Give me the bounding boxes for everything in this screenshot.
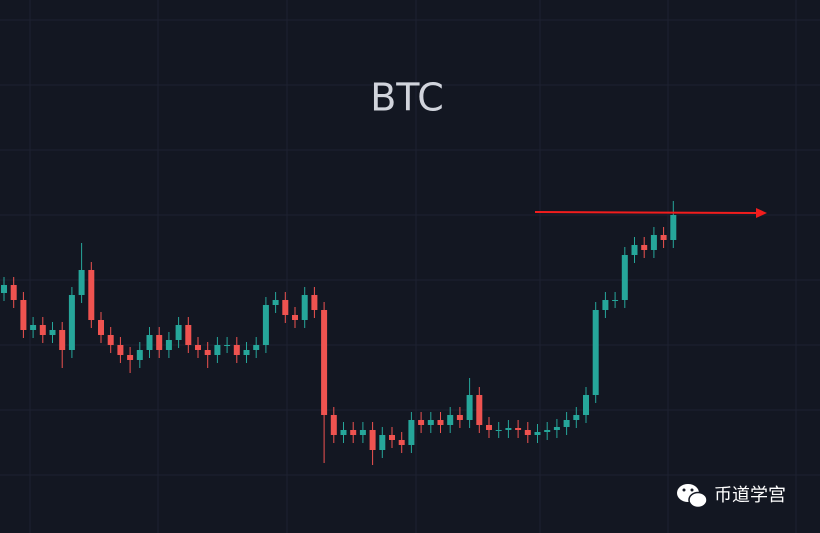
candle-body <box>117 345 124 355</box>
candle-body <box>292 315 298 320</box>
candle-body <box>321 310 328 415</box>
candle-body <box>350 430 357 435</box>
candle-body <box>98 320 104 335</box>
candle-body <box>563 420 570 427</box>
candle-body <box>156 335 163 350</box>
candle-body <box>398 440 405 445</box>
candle-body <box>660 235 667 240</box>
candle-body <box>573 415 580 420</box>
candle-body <box>30 325 37 330</box>
candle-body <box>418 420 425 425</box>
candles <box>1 201 677 465</box>
candle-body <box>243 350 250 355</box>
candle-body <box>253 345 260 350</box>
candle-body <box>49 330 56 335</box>
candle-body <box>282 300 289 315</box>
candle-body <box>670 215 677 240</box>
candle-body <box>592 310 599 395</box>
candle-body <box>185 325 192 345</box>
candle-body <box>195 345 201 350</box>
candle-body <box>359 430 366 435</box>
candle-body <box>408 420 415 445</box>
candle-body <box>233 345 240 355</box>
candle-body <box>447 415 454 425</box>
candle-body <box>621 255 628 300</box>
candle-body <box>466 395 473 420</box>
candle-body <box>68 295 75 350</box>
candle-body <box>631 245 638 255</box>
candle-body <box>127 355 134 360</box>
candle-body <box>1 285 7 293</box>
candle-body <box>553 427 560 430</box>
candle-body <box>641 245 648 250</box>
candle-body <box>340 430 347 435</box>
candle-body <box>107 335 114 345</box>
candle-body <box>427 420 434 425</box>
watermark: 币道学宫 <box>714 485 786 506</box>
candle-body <box>165 340 172 350</box>
candle-body <box>437 420 444 425</box>
candle-body <box>612 300 619 301</box>
candle-body <box>88 270 95 320</box>
candle-body <box>544 430 551 432</box>
candle-body <box>311 295 318 310</box>
candle-body <box>330 415 337 435</box>
candle-body <box>10 285 17 300</box>
candle-body <box>78 270 85 295</box>
candle-body <box>476 395 483 425</box>
candle-body <box>136 350 143 360</box>
candle-body <box>59 330 66 350</box>
candle-body <box>515 428 522 430</box>
wechat-icon <box>677 484 708 509</box>
candle-body <box>224 345 231 346</box>
candle-body <box>262 305 269 345</box>
arrow-line <box>534 211 757 214</box>
candle-body <box>602 300 609 310</box>
candle-body <box>214 345 221 355</box>
candle-body <box>272 300 279 305</box>
chart-title: BTC <box>370 76 444 120</box>
arrow-head <box>756 208 767 218</box>
candle-body <box>20 300 27 330</box>
candle-body <box>204 350 211 355</box>
candle-body <box>379 435 386 450</box>
candle-body <box>486 425 492 430</box>
candle-body <box>534 432 541 435</box>
candle-body <box>146 335 153 350</box>
candle-body <box>505 428 512 430</box>
candle-body <box>389 435 395 440</box>
candle-body <box>301 295 308 320</box>
candle-body <box>369 430 376 450</box>
candle-body <box>650 235 657 250</box>
candle-body <box>495 430 502 431</box>
candle-body <box>456 415 463 420</box>
candle-body <box>39 325 46 335</box>
candle-body <box>583 395 589 415</box>
candle-body <box>524 430 531 435</box>
candle-body <box>175 325 182 340</box>
